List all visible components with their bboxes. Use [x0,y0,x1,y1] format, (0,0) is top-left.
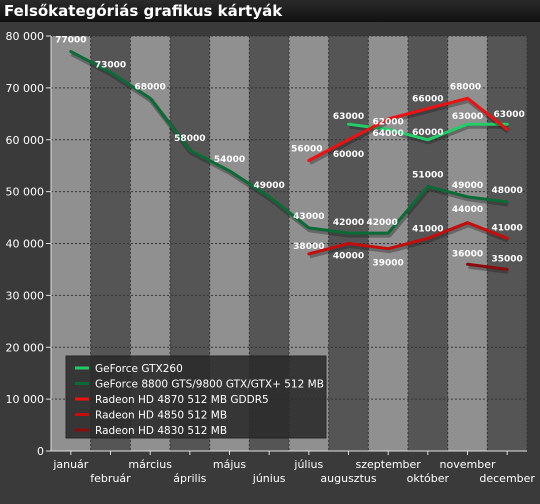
x-tick-label: március [128,458,172,471]
data-label: 64000 [373,129,404,139]
y-tick-label: 40 000 [6,238,45,251]
data-label: 42000 [367,218,398,228]
series-lines [69,50,510,274]
data-label: 73000 [95,60,126,70]
data-labels: 63000 62000 60000 63000 63000 77000 73000 68000… [55,36,525,269]
data-label: 77000 [55,36,86,46]
x-tick-label: július [293,458,323,471]
data-label: 41000 [492,223,523,233]
data-label: 60000 [412,128,443,138]
y-tick-label: 80 000 [6,30,45,43]
series-shadow [349,123,509,145]
series-line [347,122,509,142]
data-label: 54000 [214,155,245,165]
series-line [69,50,509,235]
data-label: 36000 [452,249,483,259]
legend-label: GeForce 8800 GTS/9800 GTX/GTX+ 512 MB [95,379,324,391]
x-tick-label: október [407,472,450,485]
y-tick-label: 60 000 [6,134,45,147]
legend: GeForce GTX260 GeForce 8800 GTS/9800 GTX/… [65,355,327,439]
data-label: 48000 [492,186,523,196]
y-axis: 0 10 000 20 000 30 000 40 000 50 000 60 000 70 … [6,30,52,458]
data-label: 42000 [333,218,364,228]
x-tick-label: május [213,458,246,471]
x-tick-label: június [252,472,286,485]
data-label: 58000 [174,134,205,144]
data-label: 44000 [452,205,483,215]
data-label: 62000 [373,117,404,127]
legend-label: Radeon HD 4830 512 MB [95,425,227,437]
data-label: 40000 [333,252,364,262]
data-label: 39000 [373,259,404,269]
y-tick-label: 30 000 [6,289,45,302]
x-tick-label: szeptember [356,458,422,471]
data-label: 49000 [254,181,285,191]
data-label: 63000 [494,110,525,120]
x-tick-label: augusztus [320,472,376,485]
data-label: 60000 [333,150,364,160]
data-label: 38000 [293,242,324,252]
series-line [307,221,509,256]
x-tick-label: február [90,472,131,485]
legend-label: Radeon HD 4850 512 MB [95,410,227,422]
y-tick-label: 20 000 [6,341,45,354]
y-tick-label: 70 000 [6,82,45,95]
y-tick-label: 50 000 [6,186,45,199]
data-label: 63000 [452,112,483,122]
data-label: 68000 [450,82,481,92]
legend-label: GeForce GTX260 [95,363,183,375]
data-label: 43000 [293,212,324,222]
y-tick-label: 0 [37,445,44,458]
legend-label: Radeon HD 4870 512 MB GDDR5 [95,394,269,406]
series-line [466,262,509,271]
series-line [307,96,509,162]
x-tick-label: január [52,458,88,471]
legend-box [65,355,327,439]
x-tick-label: november [440,458,496,471]
title-bar [0,0,540,22]
data-label: 68000 [135,82,166,92]
x-tick-label: április [173,472,206,485]
series-shadow [468,263,509,274]
data-label: 56000 [291,145,322,155]
data-label: 41000 [412,224,443,234]
data-label: 35000 [492,254,523,264]
chart-title: Felsőkategóriás grafikus kártyák [4,2,283,20]
y-tick-label: 10 000 [6,393,45,406]
data-label: 51000 [412,170,443,180]
data-label: 63000 [333,112,364,122]
data-label: 49000 [452,181,483,191]
data-label: 66000 [412,95,443,105]
x-tick-label: december [479,472,535,485]
